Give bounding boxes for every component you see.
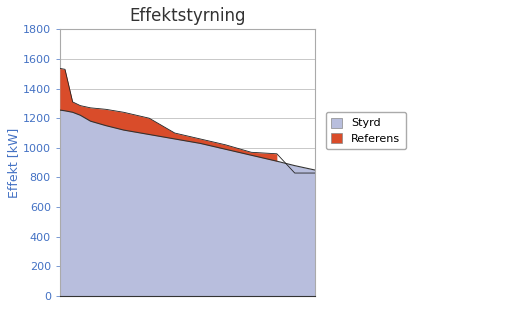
Y-axis label: Effekt [kW]: Effekt [kW]: [7, 128, 20, 198]
Title: Effektstyrning: Effektstyrning: [129, 7, 246, 25]
Legend: Styrd, Referens: Styrd, Referens: [326, 112, 406, 149]
